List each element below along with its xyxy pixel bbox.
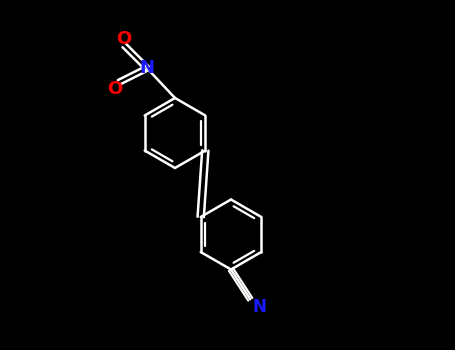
Text: N: N bbox=[140, 59, 155, 77]
Text: N: N bbox=[252, 298, 266, 316]
Text: O: O bbox=[116, 30, 132, 48]
Text: O: O bbox=[107, 79, 122, 98]
